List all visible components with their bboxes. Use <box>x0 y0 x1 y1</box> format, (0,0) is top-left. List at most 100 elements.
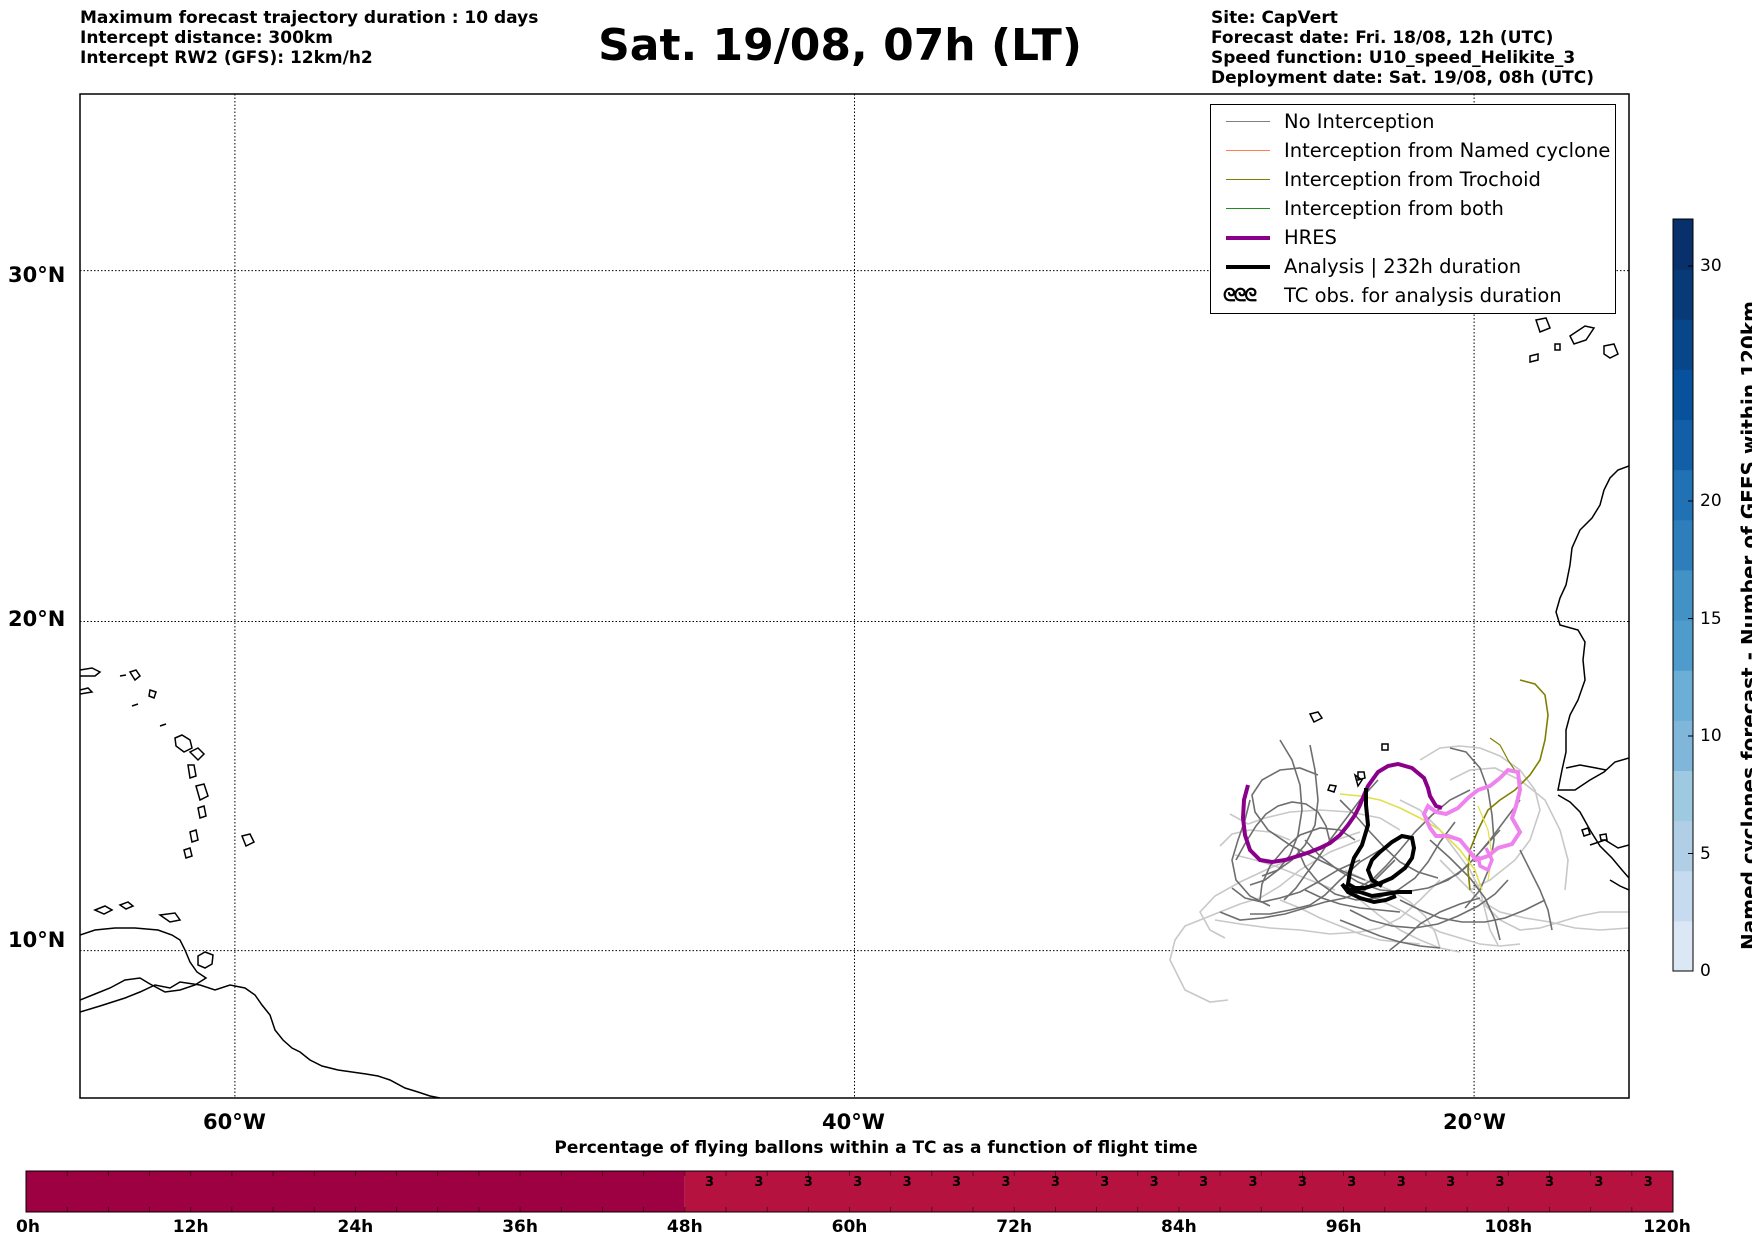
coastline-antilles-5 <box>187 764 197 779</box>
lat-label-30: 30°N <box>8 263 66 287</box>
coastline-antilles-6 <box>195 783 209 802</box>
colorbar-segment <box>1673 820 1693 872</box>
bar-tick-label: 12h <box>172 1217 209 1237</box>
bar-tick-label: 120h <box>1643 1217 1691 1237</box>
bar-cell <box>684 1171 711 1212</box>
coastline-venezuela-north <box>80 927 208 1001</box>
bar-cell <box>758 1171 785 1212</box>
colorbar-segment <box>1673 319 1693 370</box>
bar-cell <box>1030 1171 1056 1212</box>
legend-label: Interception from Named cyclone <box>1284 139 1611 162</box>
bar-cell <box>1648 1171 1674 1212</box>
bar-tick-label: 72h <box>996 1217 1033 1237</box>
colorbar-tick-label: 5 <box>1700 843 1711 864</box>
bar-cell <box>1549 1171 1575 1212</box>
coastline-abc-islands <box>93 901 135 915</box>
bar-cell <box>1425 1171 1452 1212</box>
bar-cell-value: 3 <box>1347 1175 1357 1190</box>
bar-cell-value: 3 <box>1446 1175 1456 1190</box>
coastline-antilles-10 <box>183 847 193 859</box>
bar-cell <box>1277 1171 1303 1212</box>
bar-tick-label: 84h <box>1161 1217 1197 1237</box>
lon-label-20w: 20°W <box>1443 1110 1506 1134</box>
colorbar-segment <box>1673 870 1693 922</box>
bar-tick-label: 24h <box>337 1217 374 1237</box>
coastline-sierra-leone <box>1609 879 1629 891</box>
legend-swatch <box>1226 179 1270 180</box>
trajectory-pink <box>1421 767 1523 863</box>
bar-cell-value: 3 <box>1248 1175 1258 1190</box>
trajectory-light-2 <box>1169 839 1361 1003</box>
lon-label-40w: 40°W <box>822 1110 885 1134</box>
lon-label-60w: 60°W <box>203 1110 266 1134</box>
bar-cell <box>956 1171 982 1212</box>
colorbar-tick-label: 15 <box>1700 608 1722 629</box>
trajectory-trochoid <box>1467 679 1549 891</box>
header-left-info: Maximum forecast trajectory duration : 1… <box>80 8 538 68</box>
colorbar-vertical <box>1672 218 1694 972</box>
bar-cell-value: 3 <box>1050 1175 1060 1190</box>
bar-cell <box>783 1171 809 1212</box>
colorbar-tick-label: 20 <box>1700 491 1722 511</box>
bar-cell <box>1574 1171 1600 1212</box>
bar-tick-label: 48h <box>666 1217 703 1237</box>
legend-label: Interception from Trochoid <box>1284 168 1541 191</box>
bar-cell <box>1450 1171 1476 1212</box>
bar-segment-zero <box>26 1171 685 1212</box>
bar-cell-value: 3 <box>1100 1175 1110 1190</box>
bar-tick-label: 108h <box>1484 1217 1533 1237</box>
bar-cell-value: 3 <box>1643 1175 1653 1190</box>
bar-cell-value: 3 <box>1001 1175 1011 1190</box>
coastline-canaries-1 <box>1535 317 1551 333</box>
max-duration-text: Maximum forecast trajectory duration : 1… <box>80 8 539 28</box>
bar-cell <box>1080 1171 1106 1212</box>
trajectory-light-3 <box>1229 809 1401 831</box>
trajectory-layer <box>1169 679 1629 1003</box>
trajectory-dark-22 <box>1519 849 1553 931</box>
bar-cell-value: 3 <box>952 1175 962 1190</box>
legend-swatch <box>1226 121 1270 122</box>
bar-cell <box>1598 1171 1625 1212</box>
coastline-cape-verde-4 <box>1327 784 1337 793</box>
bar-cell <box>1154 1171 1180 1212</box>
colorbar-segment <box>1673 219 1693 270</box>
legend-label: No Interception <box>1284 110 1435 133</box>
coastline-antilles-7 <box>197 805 207 819</box>
bar-cell-value: 3 <box>1149 1175 1159 1190</box>
colorbar-title: Named cyclones forecast - Number of GEFS… <box>1737 301 1752 950</box>
coastline-bijagos <box>1581 827 1608 841</box>
trajectory-light-15 <box>1234 854 1336 891</box>
colorbar-segment <box>1673 770 1693 822</box>
map-gridlines <box>80 94 1629 1098</box>
bar-cell <box>709 1171 735 1212</box>
trajectory-hres <box>1240 761 1443 865</box>
bar-cell <box>857 1171 883 1212</box>
coastline-antilles-9 <box>240 833 256 848</box>
coastline-west-africa <box>1555 465 1629 791</box>
coastline-margarita <box>157 912 182 923</box>
time-percentage-bar <box>25 1170 1674 1213</box>
bottom-bar-title: Percentage of flying ballons within a TC… <box>554 1138 1198 1158</box>
coastline-antilles-11 <box>119 674 167 727</box>
intercept-rw2-text: Intercept RW2 (GFS): 12km/h2 <box>80 48 373 68</box>
trajectory-light-7 <box>1449 767 1569 891</box>
lat-label-10: 10°N <box>8 928 66 952</box>
intercept-distance-text: Intercept distance: 300km <box>80 28 333 48</box>
coastline-canaries-3 <box>1603 343 1619 359</box>
trajectory-dark-10 <box>1449 747 1495 909</box>
bar-cell-value: 3 <box>902 1175 912 1190</box>
colorbar-segment <box>1673 269 1693 320</box>
coastlines <box>80 317 1629 1098</box>
bar-cell <box>931 1171 958 1212</box>
colorbar-segment <box>1673 369 1693 421</box>
coastline-guinea <box>1557 794 1629 879</box>
bar-cell-value: 3 <box>704 1175 715 1190</box>
bar-cell <box>1351 1171 1378 1212</box>
coastline-canaries-5 <box>1554 343 1561 351</box>
legend-label: Interception from both <box>1284 197 1504 220</box>
trajectory-dark-3 <box>1250 849 1381 915</box>
bar-frame <box>25 1170 1674 1213</box>
colorbar-frame <box>1672 218 1694 972</box>
bar-cell <box>734 1171 760 1212</box>
bar-cell-value: 3 <box>853 1175 863 1190</box>
